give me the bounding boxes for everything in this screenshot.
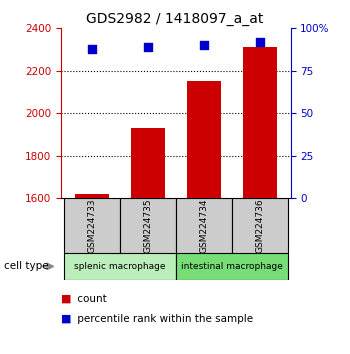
Text: GSM224734: GSM224734 (199, 199, 208, 253)
Text: cell type: cell type (4, 261, 48, 272)
Text: splenic macrophage: splenic macrophage (74, 262, 166, 271)
Bar (75, 194, 109, 198)
Point (201, 42, 206, 48)
Bar (187, 81, 220, 198)
Bar (176, 253, 288, 280)
Bar (64, 253, 176, 280)
Bar (243, 47, 276, 198)
Bar (131, 128, 165, 198)
Text: ■  percentile rank within the sample: ■ percentile rank within the sample (61, 314, 253, 324)
Point (257, 39, 262, 45)
Text: ■: ■ (61, 314, 72, 324)
Text: GDS2982 / 1418097_a_at: GDS2982 / 1418097_a_at (86, 12, 264, 27)
Point (145, 44, 151, 50)
Text: intestinal macrophage: intestinal macrophage (181, 262, 283, 271)
Text: GSM224735: GSM224735 (144, 198, 152, 253)
Bar (64, 198, 120, 253)
Text: GSM224736: GSM224736 (255, 198, 264, 253)
Bar (120, 198, 176, 253)
Text: ■: ■ (61, 294, 72, 304)
Text: GSM224733: GSM224733 (88, 198, 97, 253)
Bar (176, 198, 232, 253)
Bar (232, 198, 288, 253)
Point (89, 46, 95, 52)
Text: ■  count: ■ count (61, 294, 107, 304)
